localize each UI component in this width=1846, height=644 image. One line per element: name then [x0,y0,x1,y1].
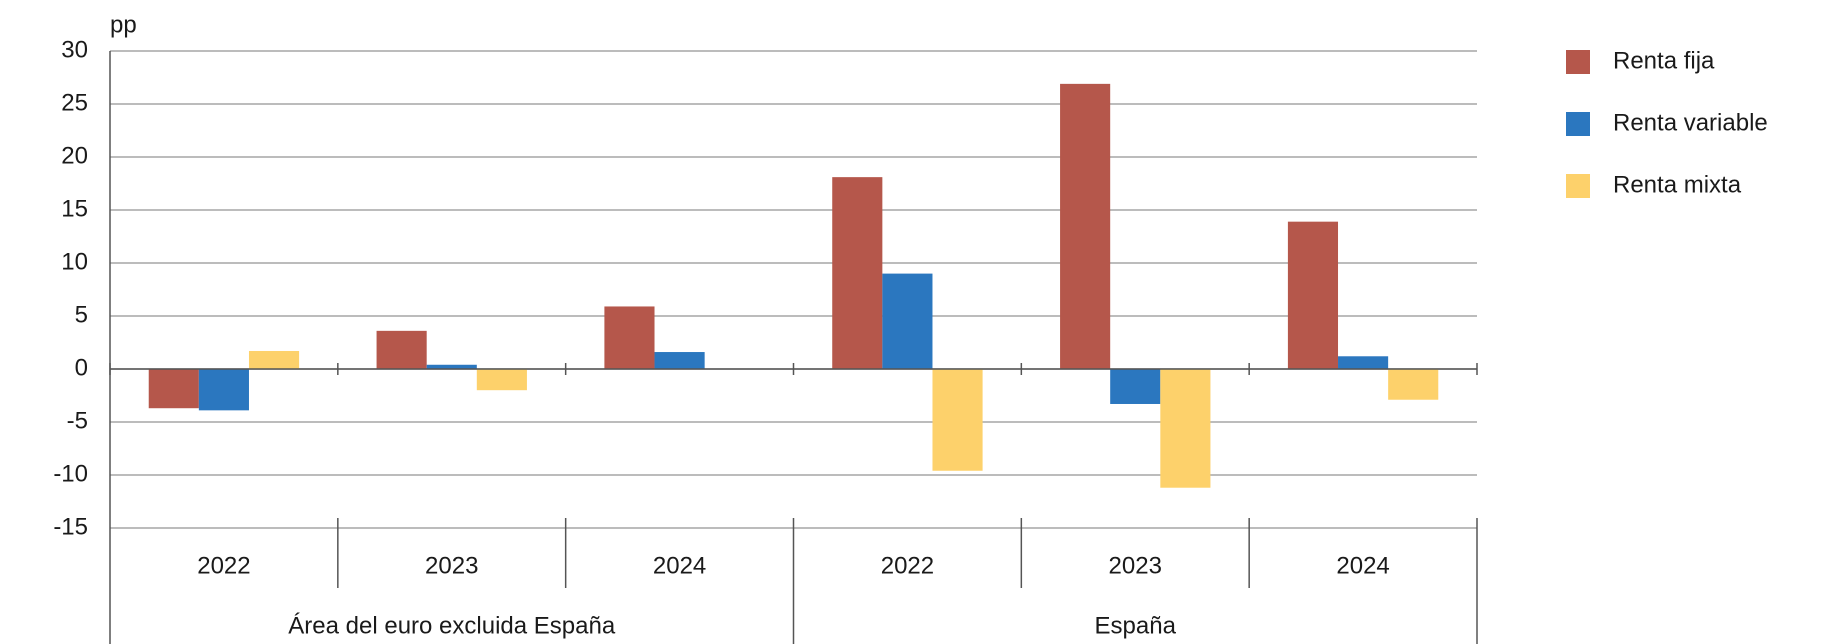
bar [426,364,477,369]
legend-swatch [1566,50,1590,74]
group-label: Área del euro excluida España [288,612,616,639]
y-unit-label: pp [110,11,137,38]
bar [1160,369,1211,488]
legend-label: Renta variable [1613,109,1768,136]
y-tick-label: -15 [53,513,88,540]
x-tick-label: 2023 [425,552,478,579]
x-tick-label: 2024 [653,552,706,579]
x-tick-label: 2022 [881,552,934,579]
bar [376,330,427,369]
bar [932,369,983,471]
bar [198,369,249,411]
bar [1388,369,1439,400]
y-tick-label: 15 [61,195,88,222]
bar [604,306,655,369]
bar [1060,83,1111,370]
legend-label: Renta mixta [1613,171,1742,198]
y-tick-label: 20 [61,142,88,169]
y-tick-label: 0 [75,354,88,381]
y-tick-label: 10 [61,248,88,275]
x-tick-label: 2022 [197,552,250,579]
bar [1287,221,1339,369]
bar [1110,369,1161,404]
bar [476,369,527,391]
legend-label: Renta fija [1613,47,1715,74]
bar [832,177,883,369]
group-label: España [1095,612,1177,639]
bar [654,352,705,369]
x-tick-label: 2024 [1336,552,1389,579]
bar [882,273,933,369]
y-tick-label: 25 [61,89,88,116]
legend-swatch [1566,112,1590,136]
bar [1338,356,1389,369]
y-tick-label: -10 [53,460,88,487]
y-tick-label: 30 [61,36,88,63]
y-tick-label: 5 [75,301,88,328]
y-tick-label: -5 [67,407,88,434]
legend-swatch [1566,174,1590,198]
x-tick-label: 2023 [1109,552,1162,579]
bar [148,369,199,409]
bar [248,350,300,369]
